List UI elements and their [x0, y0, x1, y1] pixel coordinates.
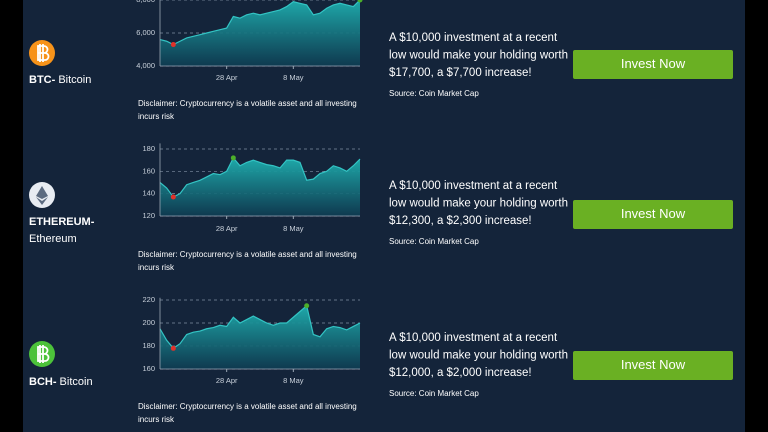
investment-text: low would make your holding worth — [389, 198, 568, 210]
investment-text: A $10,000 investment at a recent — [389, 332, 558, 344]
investment-text: low would make your holding worth — [389, 350, 568, 362]
coin-label-bold: ETHEREUM- — [29, 216, 95, 228]
investment-text: A $10,000 investment at a recent — [389, 180, 558, 192]
low-point — [170, 194, 176, 200]
invest-button-label[interactable]: Invest Now — [621, 56, 686, 71]
investment-text: low would make your holding worth — [389, 50, 568, 62]
disclaimer: incurs risk — [138, 112, 175, 121]
invest-button-label[interactable]: Invest Now — [621, 357, 686, 372]
disclaimer: incurs risk — [138, 263, 175, 272]
y-tick-label: 200 — [142, 318, 155, 327]
x-tick-label: 28 Apr — [216, 224, 238, 233]
y-tick-label: 220 — [142, 295, 155, 304]
investment-text: $17,700, a $7,700 increase! — [389, 67, 532, 79]
coin-label-name: Bitcoin — [55, 74, 91, 86]
y-tick-label: 120 — [142, 211, 155, 220]
y-tick-label: 4,000 — [136, 61, 155, 70]
coin-label: Ethereum — [29, 233, 77, 245]
y-tick-label: 140 — [142, 189, 155, 198]
y-tick-label: 180 — [142, 341, 155, 350]
source: Source: Coin Market Cap — [389, 89, 479, 98]
x-tick-label: 8 May — [283, 224, 304, 233]
y-tick-label: 6,000 — [136, 28, 155, 37]
coin-label: BTC- Bitcoin — [29, 74, 91, 86]
y-tick-label: 8,000 — [136, 0, 155, 4]
area — [160, 157, 360, 216]
investment-text: $12,300, a $2,300 increase! — [389, 215, 532, 227]
x-tick-label: 28 Apr — [216, 73, 238, 82]
high-point — [304, 303, 310, 309]
y-tick-label: 160 — [142, 364, 155, 373]
area — [160, 0, 360, 66]
btc-glyph — [37, 44, 50, 62]
coin-label-name: Bitcoin — [57, 376, 93, 388]
investment-text: $12,000, a $2,000 increase! — [389, 367, 532, 379]
eth-glyph — [36, 186, 48, 205]
high-point — [230, 155, 236, 161]
x-tick-label: 28 Apr — [216, 376, 238, 385]
x-tick-label: 8 May — [283, 73, 304, 82]
low-point — [170, 42, 176, 48]
investment-text: A $10,000 investment at a recent — [389, 32, 558, 44]
coin-label-bold: BCH- — [29, 376, 57, 388]
line — [159, 0, 361, 46]
low-point — [170, 345, 176, 351]
invest-button[interactable] — [573, 351, 733, 380]
bch-glyph — [37, 345, 50, 363]
coin-label-bold: BTC- — [29, 74, 56, 86]
y-tick-label: 180 — [142, 144, 155, 153]
coin-label: BCH- Bitcoin — [29, 376, 93, 388]
line — [159, 156, 361, 198]
y-tick-label: 160 — [142, 166, 155, 175]
disclaimer: incurs risk — [138, 415, 175, 424]
disclaimer: Disclaimer: Cryptocurrency is a volatile… — [138, 402, 357, 411]
x-tick-label: 8 May — [283, 376, 304, 385]
invest-button-label[interactable]: Invest Now — [621, 206, 686, 221]
invest-button[interactable] — [573, 50, 733, 79]
disclaimer: Disclaimer: Cryptocurrency is a volatile… — [138, 250, 357, 259]
source: Source: Coin Market Cap — [389, 389, 479, 398]
line — [159, 304, 361, 350]
source: Source: Coin Market Cap — [389, 237, 479, 246]
disclaimer: Disclaimer: Cryptocurrency is a volatile… — [138, 99, 357, 108]
high-point — [357, 0, 363, 3]
invest-button[interactable] — [573, 200, 733, 229]
